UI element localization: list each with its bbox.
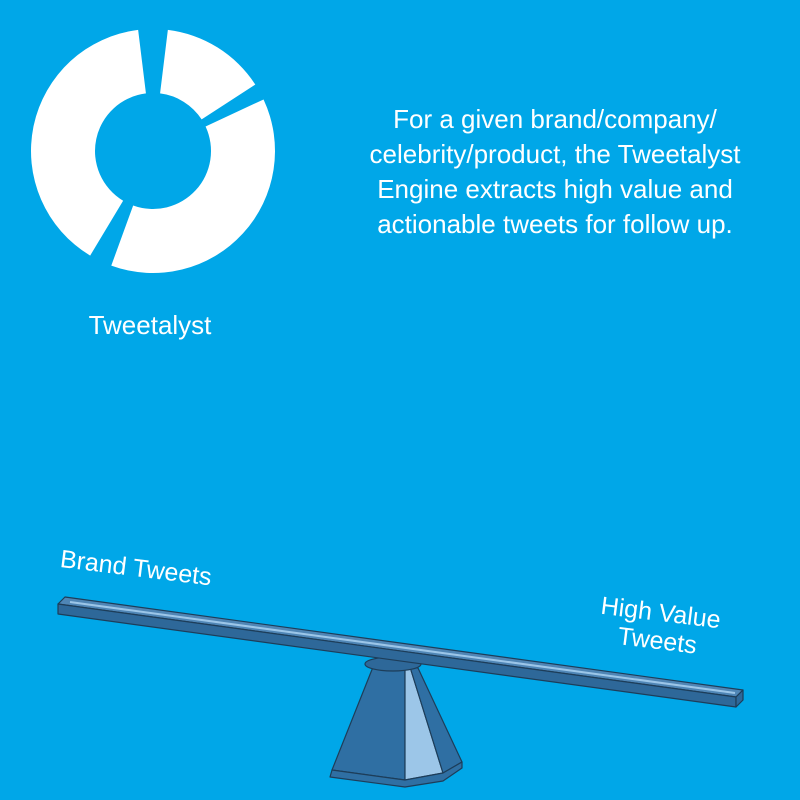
fulcrum	[329, 656, 463, 788]
logo-segment	[160, 29, 256, 120]
seesaw-beam	[57, 596, 744, 708]
beam-end-face	[735, 689, 744, 708]
fulcrum-left-face	[331, 666, 406, 781]
brand-name: Tweetalyst	[88, 310, 212, 340]
description-text: For a given brand/company/ celebrity/pro…	[369, 104, 741, 239]
logo-segment	[111, 99, 275, 273]
logo-segment	[31, 29, 146, 256]
beam-highlight	[69, 601, 736, 694]
fulcrum-base	[329, 761, 463, 788]
logo-ring	[31, 29, 275, 273]
donut-chart-icon	[31, 29, 275, 273]
